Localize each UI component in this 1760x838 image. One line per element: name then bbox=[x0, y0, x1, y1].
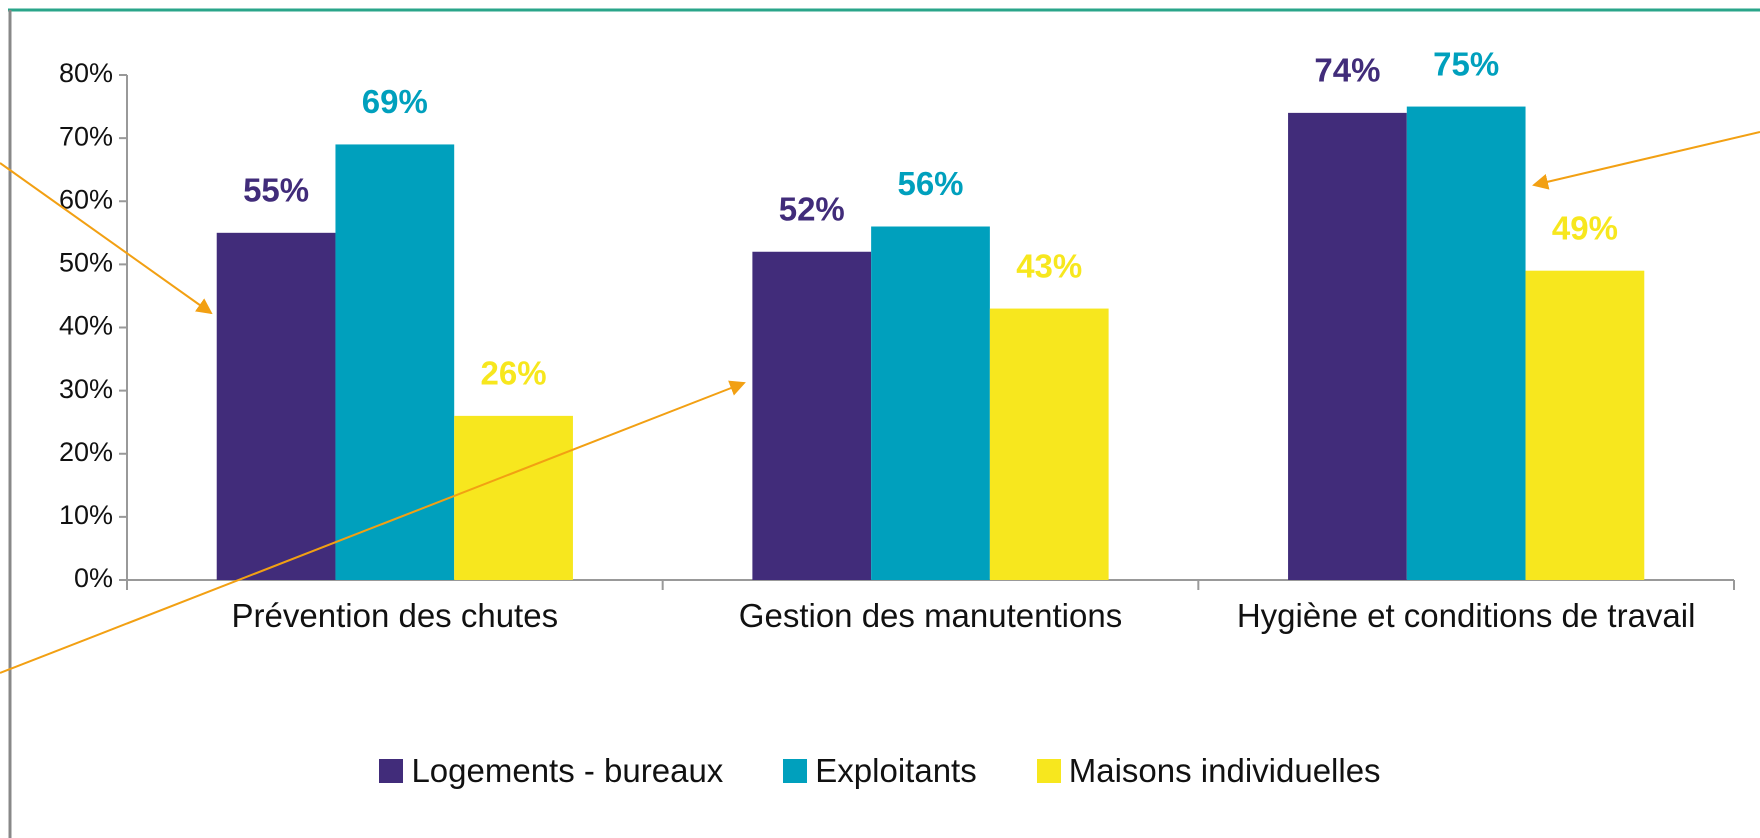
bar bbox=[216, 232, 336, 580]
legend-label: Exploitants bbox=[815, 752, 977, 789]
bar bbox=[1406, 106, 1526, 580]
legend: Logements - bureaux Exploitants Maisons in… bbox=[0, 752, 1760, 790]
x-tick-label: Prévention des chutes bbox=[231, 597, 559, 634]
bar bbox=[335, 144, 455, 580]
bar bbox=[989, 308, 1109, 580]
data-label: 43% bbox=[1016, 247, 1082, 284]
legend-item: Logements - bureaux bbox=[379, 752, 723, 790]
bar bbox=[1288, 112, 1407, 580]
y-tick-label: 70% bbox=[59, 121, 113, 151]
arrow bbox=[0, 380, 746, 674]
y-tick-label: 40% bbox=[59, 311, 113, 341]
bar bbox=[454, 415, 573, 580]
data-label: 69% bbox=[362, 83, 428, 120]
arrow bbox=[0, 162, 213, 315]
legend-swatch bbox=[783, 759, 808, 783]
y-tick-label: 60% bbox=[59, 184, 113, 214]
y-tick-label: 80% bbox=[59, 58, 113, 88]
bar bbox=[752, 251, 872, 580]
legend-swatch bbox=[1036, 759, 1061, 783]
data-label: 49% bbox=[1552, 209, 1618, 246]
data-label: 26% bbox=[481, 355, 547, 392]
legend-label: Maisons individuelles bbox=[1068, 752, 1381, 789]
y-tick-label: 0% bbox=[74, 563, 113, 593]
legend-label: Logements - bureaux bbox=[411, 752, 724, 789]
data-label: 74% bbox=[1314, 52, 1380, 89]
bar bbox=[871, 226, 990, 580]
y-tick-label: 20% bbox=[59, 437, 113, 467]
data-label: 75% bbox=[1433, 45, 1499, 82]
x-tick-label: Hygiène et conditions de travail bbox=[1236, 597, 1696, 634]
data-label: 52% bbox=[779, 190, 845, 227]
bar bbox=[1525, 270, 1645, 580]
y-tick-label: 50% bbox=[59, 248, 113, 278]
data-label: 55% bbox=[243, 172, 309, 209]
legend-item: Maisons individuelles bbox=[1036, 752, 1381, 790]
arrow bbox=[1532, 131, 1760, 190]
x-tick-label: Gestion des manutentions bbox=[738, 597, 1123, 634]
legend-item: Exploitants bbox=[783, 752, 977, 790]
y-tick-label: 10% bbox=[59, 500, 113, 530]
data-label: 56% bbox=[897, 165, 963, 202]
y-tick-label: 30% bbox=[59, 374, 113, 404]
legend-swatch bbox=[379, 759, 404, 783]
